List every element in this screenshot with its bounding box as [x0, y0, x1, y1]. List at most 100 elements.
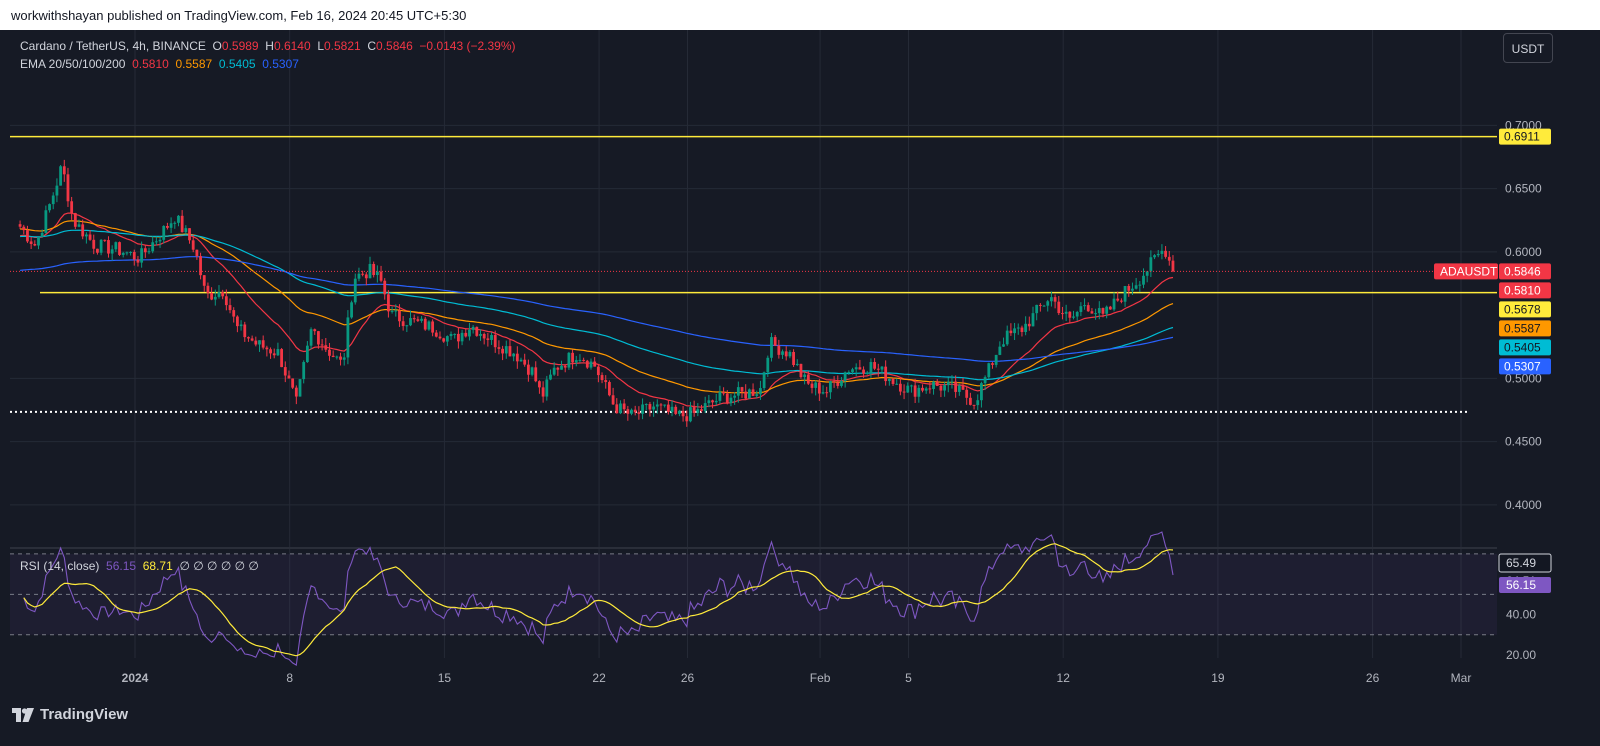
- candle: [847, 370, 851, 375]
- candle-body: [1167, 256, 1171, 261]
- open-value: 0.5989: [221, 39, 259, 53]
- candle: [184, 225, 188, 235]
- candle-body: [755, 394, 759, 396]
- candle: [541, 381, 545, 403]
- candle: [519, 357, 523, 362]
- candle: [895, 378, 899, 385]
- tradingview-logo[interactable]: TradingView: [12, 706, 128, 723]
- candle: [328, 342, 331, 361]
- candle: [817, 378, 821, 401]
- candle: [368, 256, 372, 279]
- candle: [1149, 250, 1153, 278]
- candle-body: [258, 340, 261, 345]
- candle-body: [935, 381, 939, 386]
- candle: [107, 236, 110, 258]
- candle-body: [486, 338, 490, 340]
- candle: [560, 360, 563, 370]
- candle: [283, 361, 287, 383]
- candle-body: [998, 346, 1002, 355]
- candle: [416, 316, 420, 323]
- price-tick-label: 0.4500: [1505, 435, 1542, 449]
- price-tick-label: 0.5000: [1505, 371, 1542, 385]
- rsi-line: [23, 531, 1174, 666]
- candle-body: [162, 225, 166, 240]
- candle-body: [169, 223, 173, 228]
- candle-body: [320, 344, 324, 346]
- candle-body: [1149, 257, 1153, 272]
- candle: [799, 363, 803, 379]
- candle: [361, 270, 365, 277]
- rsi-ma-value: 68.71: [142, 559, 173, 573]
- candle: [379, 265, 383, 283]
- candle: [335, 355, 339, 360]
- candle: [659, 403, 663, 411]
- currency-button[interactable]: USDT: [1503, 33, 1553, 63]
- candle: [538, 380, 541, 394]
- candle-body: [526, 364, 530, 375]
- candle-body: [751, 389, 755, 396]
- candle-body: [582, 359, 586, 361]
- candle-body: [504, 346, 508, 354]
- candle-body: [1079, 306, 1083, 312]
- high-label: H: [265, 39, 274, 53]
- candle-body: [766, 357, 770, 373]
- candle-body: [630, 409, 633, 414]
- candle-body: [659, 404, 663, 406]
- candle-body: [151, 242, 155, 252]
- candle: [655, 399, 659, 414]
- candle-body: [1156, 253, 1160, 256]
- candle: [247, 336, 250, 342]
- candle-body: [788, 351, 792, 357]
- candle-body: [224, 296, 228, 306]
- rsi-ma-line: [23, 543, 1174, 657]
- candle-body: [619, 403, 622, 414]
- rsi-label: RSI (14, close): [20, 559, 100, 573]
- candle: [357, 267, 361, 282]
- candle-body: [383, 280, 387, 295]
- rsi-legend[interactable]: RSI (14, close) 56.15 68.71 ∅ ∅ ∅ ∅ ∅ ∅: [20, 559, 259, 573]
- candle: [88, 229, 92, 241]
- candle: [637, 406, 641, 420]
- candle: [777, 339, 781, 359]
- candle-body: [442, 338, 446, 342]
- candle: [711, 399, 714, 409]
- candle-body: [387, 294, 390, 312]
- candle-body: [887, 378, 891, 382]
- candle: [22, 224, 26, 235]
- candle: [235, 315, 239, 333]
- candle: [943, 381, 946, 397]
- candle-body: [836, 382, 840, 386]
- candle: [1031, 306, 1035, 327]
- candle: [700, 404, 703, 413]
- candle-body: [1061, 313, 1064, 315]
- candle-body: [946, 381, 950, 386]
- chart-frame[interactable]: 0.7000 0.6500 0.6000 0.5000 0.4500 0.4000 0.6…: [0, 30, 1600, 698]
- candle: [265, 345, 269, 357]
- candle-body: [412, 318, 416, 320]
- candle: [714, 393, 718, 406]
- symbol-legend[interactable]: Cardano / TetherUS, 4h, BINANCE O0.5989 …: [20, 39, 516, 53]
- candle-body: [707, 400, 711, 404]
- candle-body: [1083, 305, 1086, 307]
- candle-body: [608, 382, 611, 396]
- candle-body: [626, 409, 630, 414]
- candle-body: [689, 407, 692, 422]
- candle-body: [1031, 313, 1035, 327]
- candle: [364, 272, 368, 286]
- candle: [195, 249, 199, 260]
- price-tag: 0.5678: [1499, 301, 1551, 318]
- candle: [854, 363, 858, 377]
- price-tag-bg: [1499, 320, 1551, 337]
- candle: [1016, 323, 1020, 335]
- candle: [1083, 298, 1086, 310]
- candle-body: [906, 385, 910, 393]
- candle-body: [328, 349, 331, 356]
- candle: [689, 401, 692, 423]
- candle-body: [398, 310, 401, 322]
- candle: [806, 371, 810, 385]
- candle-body: [464, 332, 468, 337]
- candle-body: [445, 336, 449, 342]
- ema-legend[interactable]: EMA 20/50/100/200 0.5810 0.5587 0.5405 0…: [20, 57, 299, 71]
- candle: [482, 332, 486, 345]
